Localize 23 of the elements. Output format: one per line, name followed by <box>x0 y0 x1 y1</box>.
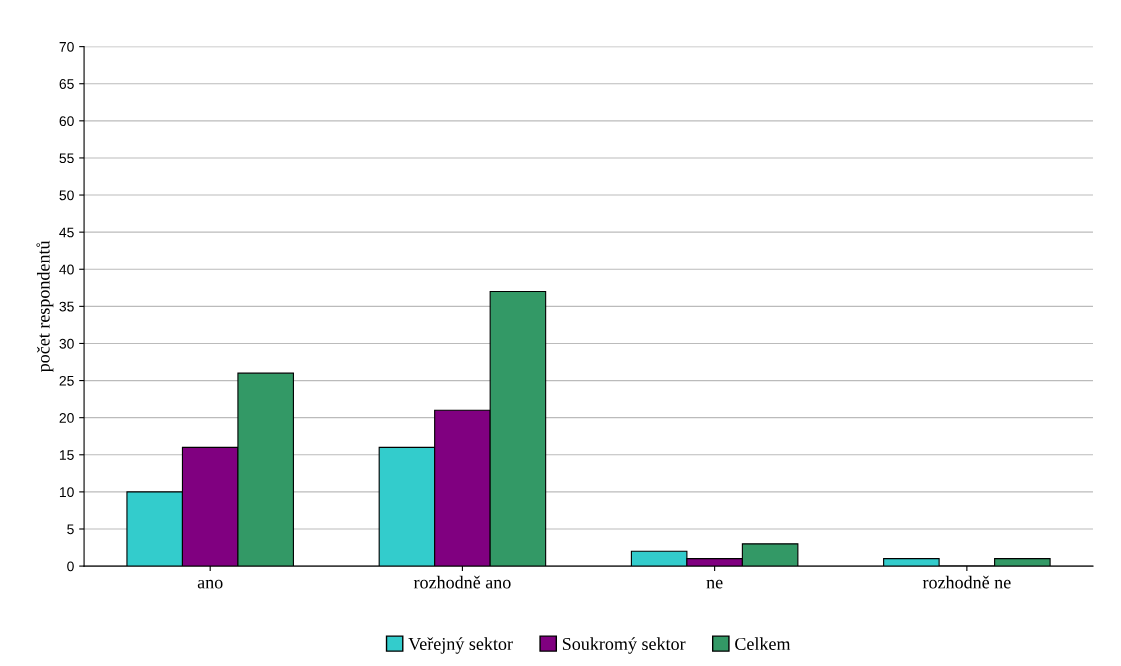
y-tick-label: 0 <box>67 561 74 572</box>
y-tick-label: 30 <box>59 338 74 349</box>
y-tick-label: 40 <box>59 264 74 275</box>
legend-label: Celkem <box>735 637 791 651</box>
x-tick-label: ano <box>197 579 223 589</box>
y-tick-label: 5 <box>67 524 74 535</box>
x-tick-label: rozhodně ano <box>413 575 511 589</box>
y-tick-label: 10 <box>59 487 74 498</box>
legend-label: Veřejný sektor <box>408 637 513 654</box>
y-tick-label: 50 <box>59 190 74 201</box>
y-tick-label: 70 <box>59 41 74 52</box>
y-tick-label: 60 <box>59 116 74 126</box>
y-axis-title: počet respondentů <box>36 240 54 372</box>
legend-label: Soukromý sektor <box>562 637 686 654</box>
x-tick-label: rozhodně ne <box>922 575 1011 589</box>
y-tick-label: 35 <box>59 301 74 312</box>
y-tick-label: 20 <box>59 413 74 423</box>
y-tick-label: 15 <box>59 450 74 460</box>
y-tick-label: 25 <box>59 375 74 386</box>
y-tick-label: 45 <box>59 227 74 238</box>
y-tick-label: 55 <box>59 153 74 164</box>
x-tick-label: ne <box>706 579 723 589</box>
y-tick-label: 65 <box>59 79 74 89</box>
